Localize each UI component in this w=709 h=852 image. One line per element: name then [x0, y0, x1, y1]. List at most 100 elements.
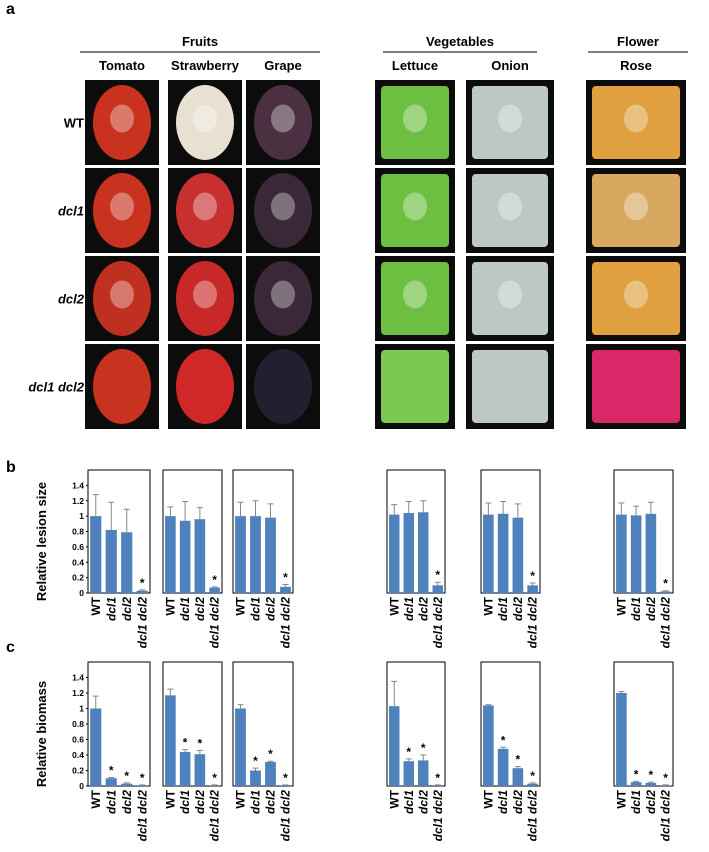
- y-tick-label: 0.6: [72, 735, 84, 745]
- x-tick-label: dcl1: [629, 790, 643, 814]
- lesion: [193, 104, 217, 133]
- bar: [90, 708, 102, 786]
- y-tick-label: 1.2: [72, 688, 84, 698]
- significance-marker: *: [183, 736, 188, 750]
- error-bar: [500, 746, 507, 749]
- error-bar: [662, 590, 669, 592]
- specimen: [472, 174, 548, 247]
- y-tick-label: 0.8: [72, 527, 84, 537]
- y-tick-label: 0.6: [72, 542, 84, 552]
- row-label: WT: [64, 116, 84, 131]
- x-tick-label: dcl2: [264, 597, 278, 621]
- error-bar: [514, 766, 521, 769]
- specimen: [176, 349, 234, 424]
- panel-label: a: [6, 1, 15, 18]
- specimen: [381, 350, 449, 423]
- y-tick-label: 1.4: [72, 673, 84, 683]
- x-tick-label: dcl1: [249, 790, 263, 814]
- plot-frame: [232, 469, 294, 594]
- x-tick-label: dcl1 dcl2: [135, 790, 149, 842]
- significance-marker: *: [212, 573, 217, 587]
- specimen: [93, 85, 151, 160]
- error-bar: [391, 504, 398, 515]
- x-tick-label: dcl1 dcl2: [431, 790, 445, 842]
- bar: [121, 783, 133, 786]
- y-tick-label: 1.2: [72, 496, 84, 506]
- bar: [90, 516, 102, 593]
- error-bar: [167, 506, 174, 517]
- lesion: [110, 280, 134, 309]
- significance-marker: *: [253, 754, 258, 768]
- x-tick-label: dcl1 dcl2: [659, 597, 673, 649]
- column-label: Lettuce: [392, 58, 438, 73]
- lesion: [110, 104, 134, 133]
- lesion: [271, 280, 295, 309]
- x-tick-label: WT: [163, 596, 177, 615]
- bar: [280, 586, 291, 593]
- error-bar: [92, 695, 99, 709]
- bar: [660, 591, 671, 593]
- y-tick-label: 1: [79, 704, 84, 714]
- x-tick-label: dcl2: [644, 790, 658, 814]
- error-bar: [182, 501, 189, 521]
- bar: [250, 516, 261, 593]
- x-tick-label: dcl1: [496, 597, 510, 621]
- plot-frame: [232, 661, 294, 787]
- lesion: [271, 104, 295, 133]
- specimen: [592, 174, 680, 247]
- lesion: [624, 192, 648, 221]
- error-bar: [420, 754, 427, 761]
- error-bar: [618, 690, 625, 693]
- x-tick-label: WT: [387, 596, 401, 615]
- specimen: [176, 261, 234, 336]
- error-bar: [167, 688, 174, 696]
- error-bar: [267, 503, 274, 518]
- specimen: [592, 86, 680, 159]
- bar: [630, 782, 642, 786]
- significance-marker: *: [421, 741, 426, 755]
- x-tick-label: WT: [89, 596, 103, 615]
- specimen: [472, 262, 548, 335]
- y-tick-label: 0.4: [72, 750, 84, 760]
- x-tick-label: dcl1 dcl2: [135, 597, 149, 649]
- error-bar: [196, 507, 203, 520]
- lesion: [403, 280, 427, 309]
- x-tick-label: dcl1: [402, 597, 416, 621]
- lesion: [271, 192, 295, 221]
- y-tick-label: 0: [79, 588, 84, 598]
- significance-marker: *: [109, 763, 114, 777]
- group-label: Flower: [617, 34, 659, 49]
- lesion: [498, 192, 522, 221]
- x-tick-label: dcl1 dcl2: [279, 790, 293, 842]
- x-tick-label: WT: [163, 789, 177, 808]
- x-tick-label: dcl2: [264, 790, 278, 814]
- bar: [512, 517, 524, 593]
- bar: [616, 693, 627, 786]
- significance-marker: *: [283, 571, 288, 585]
- bar: [235, 708, 246, 786]
- y-tick-label: 0.8: [72, 719, 84, 729]
- specimen: [592, 350, 680, 423]
- error-bar: [108, 501, 115, 530]
- specimen: [381, 262, 449, 335]
- x-tick-label: dcl2: [511, 597, 525, 621]
- specimen: [93, 349, 151, 424]
- column-label: Grape: [264, 58, 302, 73]
- bar: [209, 785, 220, 786]
- significance-marker: *: [649, 768, 654, 782]
- plot-frame: [386, 661, 446, 787]
- bar: [403, 761, 414, 786]
- y-tick-label: 0: [79, 781, 84, 791]
- row-label: dcl1: [58, 204, 84, 219]
- column-label: Rose: [620, 58, 652, 73]
- significance-marker: *: [530, 769, 535, 783]
- column-label: Onion: [491, 58, 529, 73]
- plot-frame: [613, 661, 674, 787]
- significance-marker: *: [283, 771, 288, 785]
- bar: [179, 751, 191, 786]
- y-tick-label: 0.2: [72, 573, 84, 583]
- specimen: [254, 85, 312, 160]
- bar: [630, 515, 642, 593]
- error-bar: [123, 782, 130, 784]
- x-tick-label: dcl2: [416, 597, 430, 621]
